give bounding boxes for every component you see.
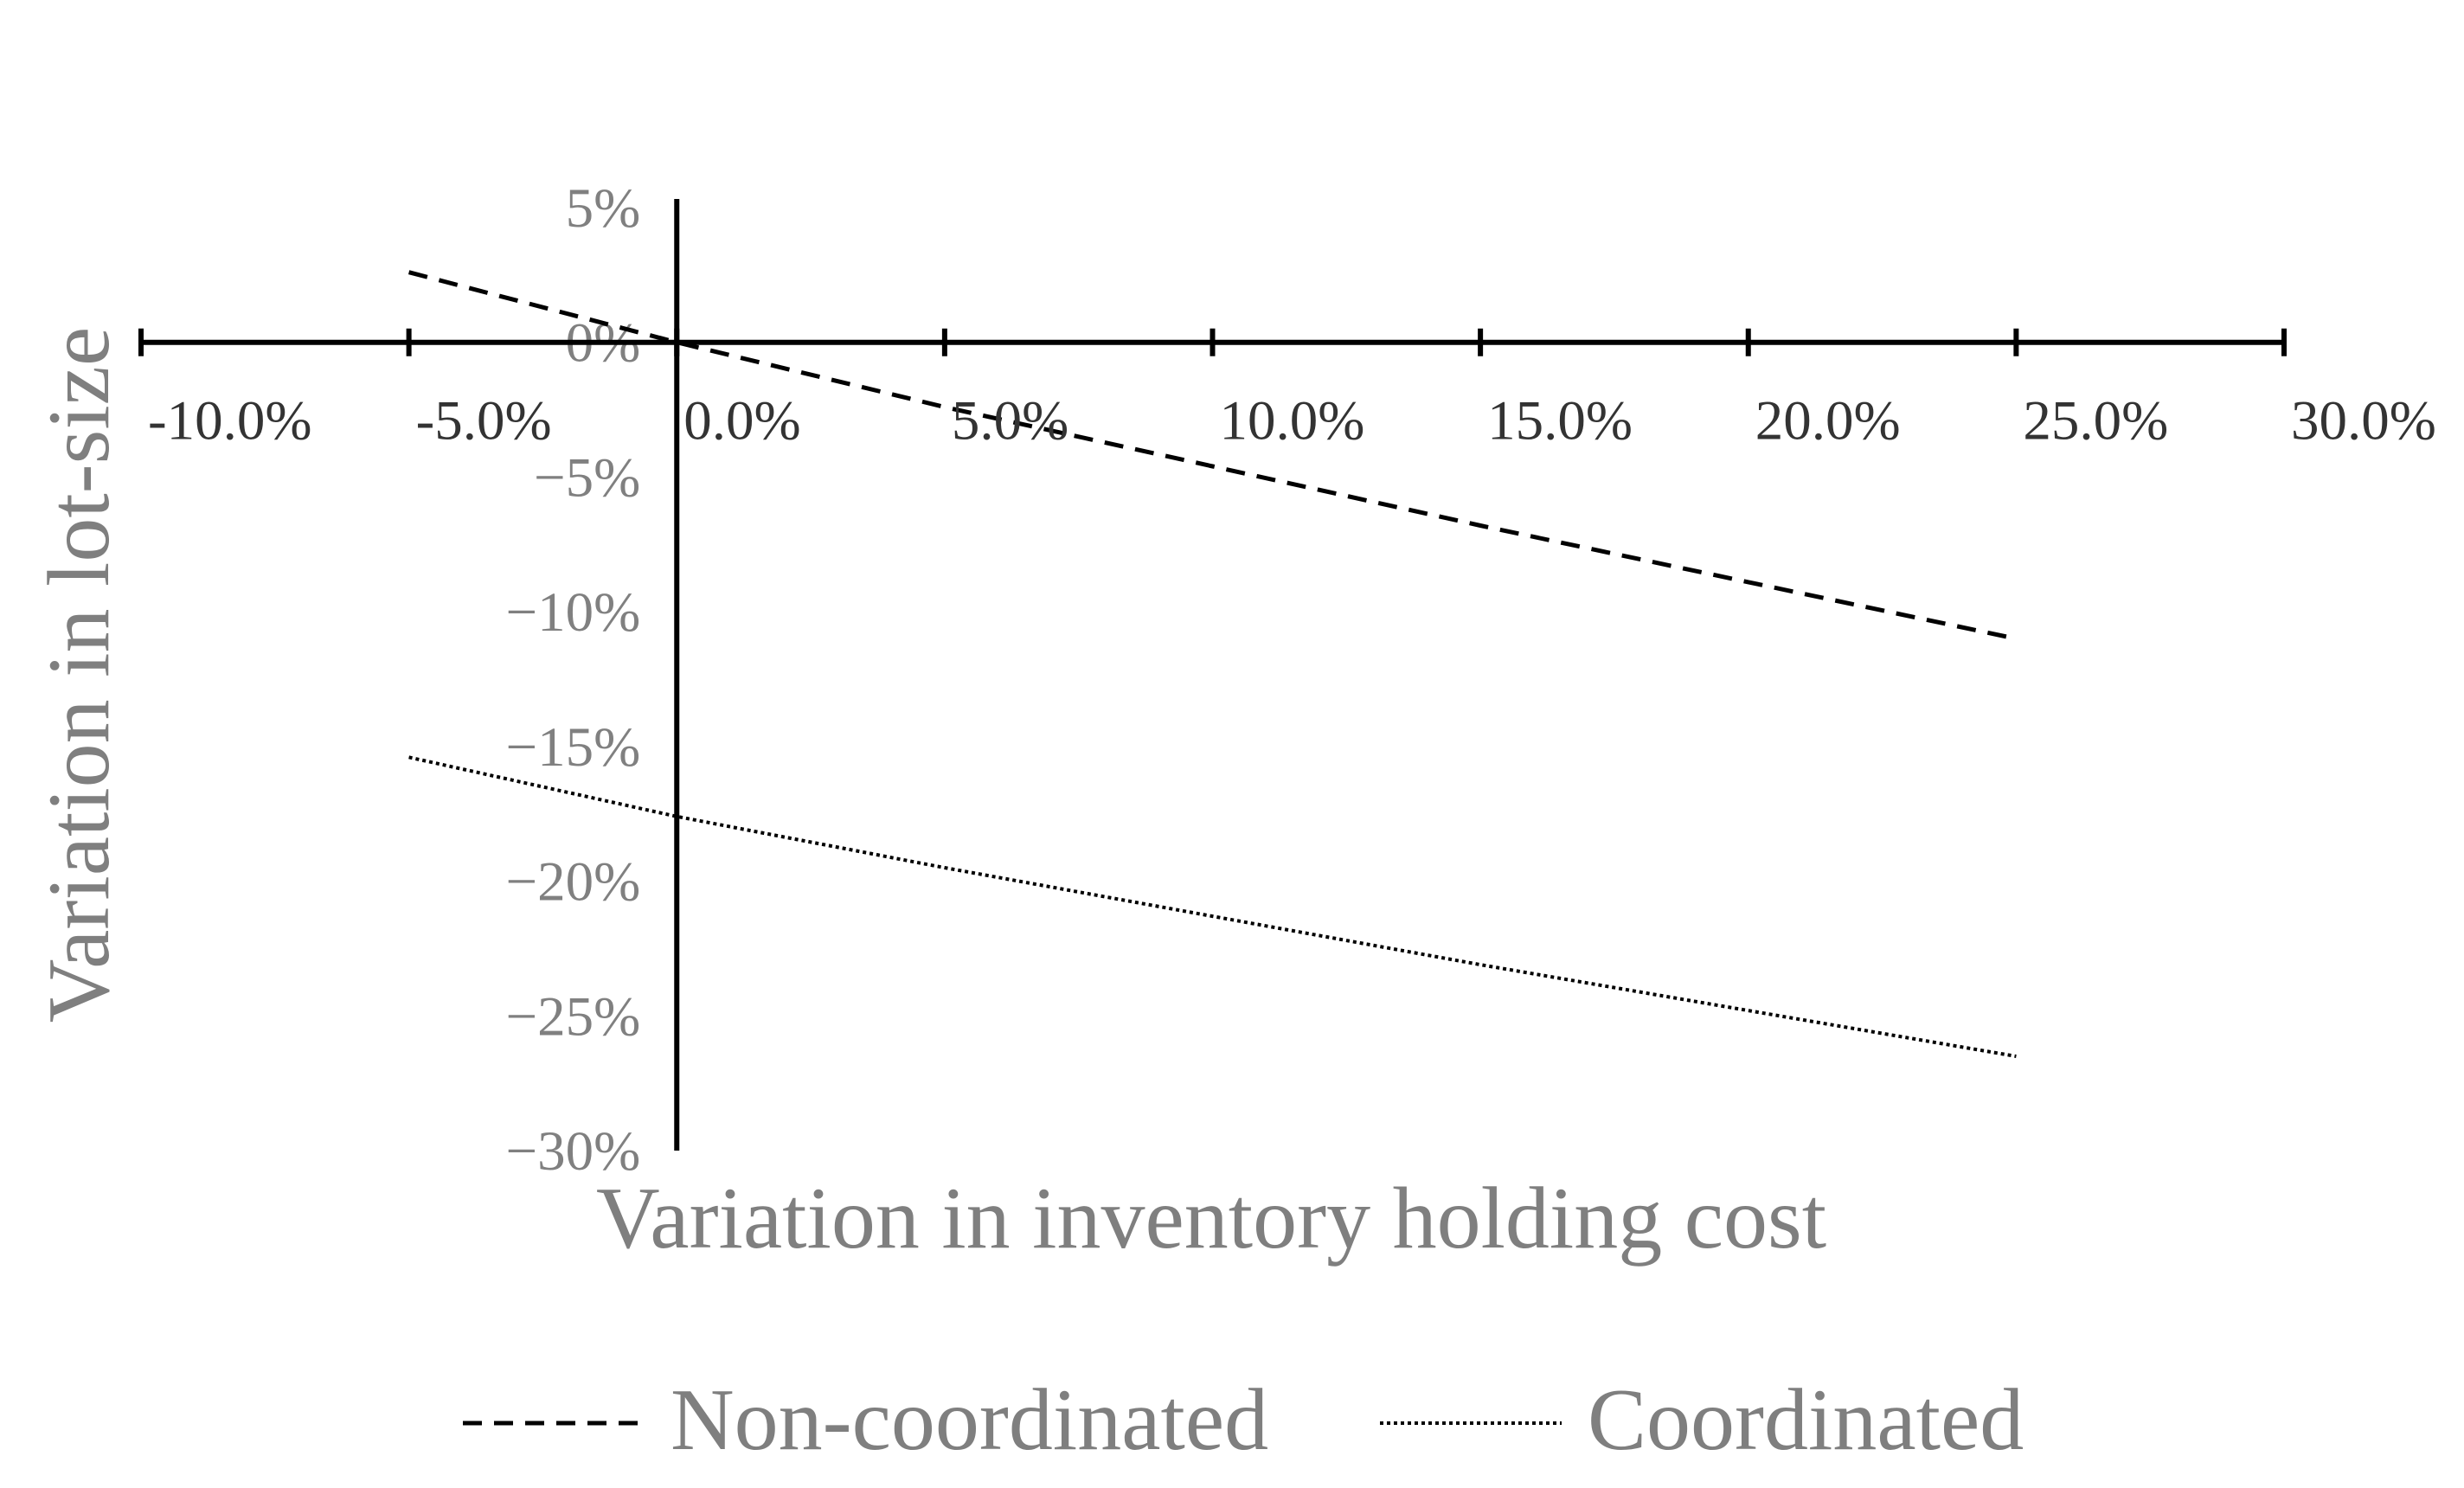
legend-label-non-coordinated: Non-coordinated — [671, 1371, 1268, 1469]
series-lines — [407, 270, 2017, 1058]
x-axis — [138, 328, 2287, 356]
x-tick-label: 15.0% — [1487, 390, 1633, 452]
y-tick-label: −25% — [505, 985, 640, 1048]
x-tick-label: 0.0% — [683, 390, 800, 452]
y-tick-label: −20% — [505, 851, 640, 914]
y-tick-label: −30% — [505, 1120, 640, 1183]
series-line-non-coordinated — [407, 270, 2017, 641]
y-tick-label: −10% — [505, 581, 640, 644]
y-axis-title: Variation in lot-size — [30, 327, 128, 1023]
x-tick-label: 25.0% — [2023, 390, 2168, 452]
x-axis-title: Variation in inventory holding cost — [596, 1170, 1826, 1267]
legend-label-coordinated: Coordinated — [1588, 1371, 2024, 1469]
series-line-coordinated — [408, 755, 2017, 1058]
x-tick-label: -5.0% — [416, 390, 552, 452]
y-tick-label: −5% — [534, 446, 640, 509]
x-tick-label: 30.0% — [2291, 390, 2436, 452]
x-axis-tick-labels: -10.0% -5.0% 0.0% 5.0% 10.0% 15.0% 20.0% 25.0% 3… — [148, 390, 2436, 452]
x-tick-label: 5.0% — [952, 390, 1068, 452]
x-tick-label: -10.0% — [148, 390, 312, 452]
y-tick-label: 5% — [566, 177, 641, 240]
x-tick-label: 10.0% — [1220, 390, 1365, 452]
y-tick-label: −15% — [505, 716, 640, 779]
legend: Non-coordinated Coordinated — [463, 1371, 2024, 1469]
x-tick-label: 20.0% — [1755, 390, 1901, 452]
y-axis-tick-labels: 5%0%−5%−10%−15%−20%−25%−30% — [505, 177, 640, 1183]
